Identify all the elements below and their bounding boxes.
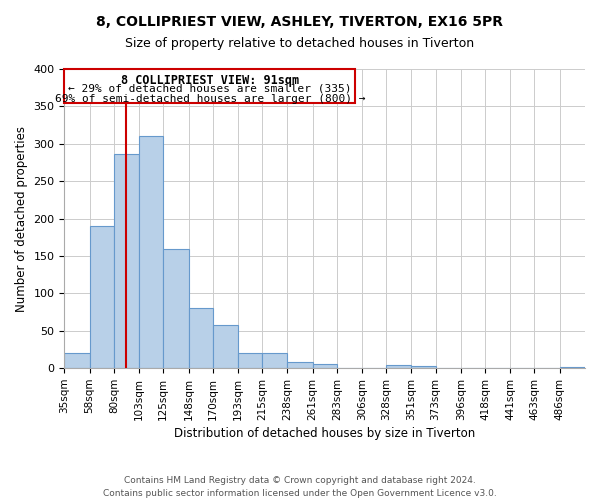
Bar [212, 325, 238, 368]
Bar [238, 353, 262, 368]
Bar [386, 365, 412, 368]
Text: 8 COLLIPRIEST VIEW: 91sqm: 8 COLLIPRIEST VIEW: 91sqm [121, 74, 299, 87]
Bar [560, 366, 585, 368]
Bar [139, 136, 163, 368]
Bar [163, 248, 188, 368]
Text: 69% of semi-detached houses are larger (800) →: 69% of semi-detached houses are larger (… [55, 94, 365, 104]
Bar [89, 226, 114, 368]
Text: ← 29% of detached houses are smaller (335): ← 29% of detached houses are smaller (33… [68, 84, 352, 94]
FancyBboxPatch shape [64, 69, 355, 102]
Bar [64, 353, 89, 368]
X-axis label: Distribution of detached houses by size in Tiverton: Distribution of detached houses by size … [174, 427, 475, 440]
Bar [262, 353, 287, 368]
Text: Contains HM Land Registry data © Crown copyright and database right 2024.
Contai: Contains HM Land Registry data © Crown c… [103, 476, 497, 498]
Bar [412, 366, 436, 368]
Bar [313, 364, 337, 368]
Text: 8, COLLIPRIEST VIEW, ASHLEY, TIVERTON, EX16 5PR: 8, COLLIPRIEST VIEW, ASHLEY, TIVERTON, E… [97, 15, 503, 29]
Y-axis label: Number of detached properties: Number of detached properties [15, 126, 28, 312]
Bar [114, 154, 139, 368]
Bar [188, 308, 212, 368]
Bar [287, 362, 313, 368]
Text: Size of property relative to detached houses in Tiverton: Size of property relative to detached ho… [125, 38, 475, 51]
